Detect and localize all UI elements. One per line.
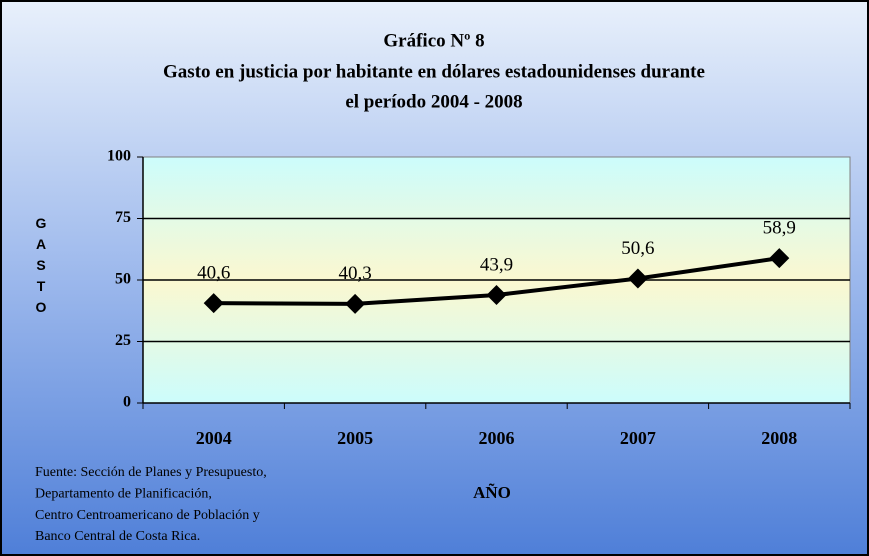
y-tick-label: 100 [107, 148, 131, 165]
data-label: 40,6 [197, 262, 230, 283]
x-tick-label: 2005 [337, 428, 373, 448]
data-label: 58,9 [763, 217, 796, 238]
marker [769, 248, 790, 269]
chart-subtitle: el período 2004 - 2008 [345, 91, 522, 112]
source-note: Departamento de Planificación, [35, 487, 212, 502]
source-note: Banco Central de Costa Rica. [35, 529, 200, 544]
y-tick-label: 0 [123, 394, 131, 411]
y-tick-label: 25 [115, 332, 131, 349]
chart-subtitle: Gasto en justicia por habitante en dólar… [163, 61, 705, 82]
marker [203, 293, 224, 314]
y-tick-label: 50 [115, 271, 131, 288]
marker [486, 285, 507, 306]
source-note: Fuente: Sección de Planes y Presupuesto, [35, 465, 267, 480]
chart-title: Gráfico Nº 8 [383, 30, 484, 51]
x-tick-label: 2004 [196, 428, 232, 448]
y-tick-label: 75 [115, 209, 131, 226]
x-tick-label: 2006 [479, 428, 515, 448]
data-label: 40,3 [338, 263, 371, 284]
marker [627, 268, 648, 289]
x-axis-label: AÑO [473, 483, 511, 502]
data-label: 50,6 [621, 238, 654, 259]
x-tick-label: 2008 [761, 428, 797, 448]
y-axis-label: GASTO [33, 215, 49, 320]
marker [345, 293, 366, 314]
source-note: Centro Centroamericano de Población y [35, 508, 260, 523]
x-tick-label: 2007 [620, 428, 656, 448]
data-label: 43,9 [480, 254, 513, 275]
